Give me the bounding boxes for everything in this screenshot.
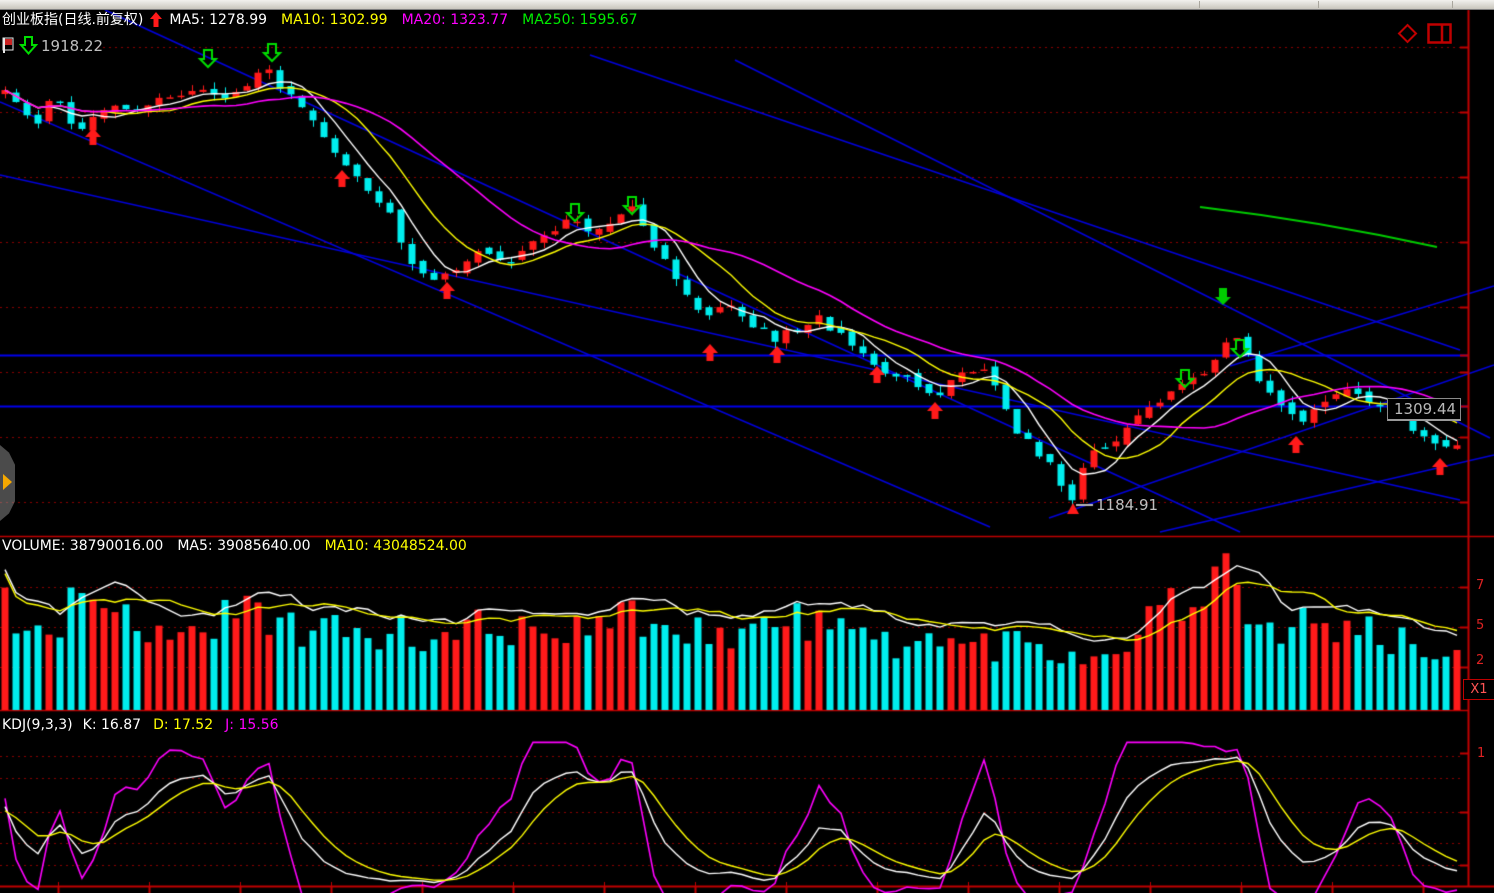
kdj-d-value: 17.52: [173, 717, 214, 733]
ma250-label: MA250:: [522, 12, 576, 28]
volume-value: 38790016.00: [69, 538, 164, 554]
ma20-value: 1323.77: [450, 12, 509, 28]
volume-ma10-value: 43048524.00: [373, 538, 467, 554]
app-title-strip: [0, 0, 1494, 10]
kdj-k-value: 16.87: [101, 717, 142, 733]
sidebar-slide-handle[interactable]: [0, 445, 15, 521]
flag-icon: [2, 37, 14, 53]
symbol-title: 创业板指(日线.前复权): [2, 12, 144, 28]
sell-signal-arrow-icon: [19, 36, 38, 55]
main-pane-header: 创业板指(日线.前复权) MA5: 1278.99 MA10: 1302.99 …: [2, 11, 638, 29]
corner-tools: [1397, 23, 1452, 44]
volume-ma5-label: MA5:: [177, 538, 213, 554]
alert-price-label: 1309.44: [1387, 398, 1462, 421]
indicator-x1-button[interactable]: X1: [1463, 679, 1494, 700]
ma10-label: MA10:: [281, 12, 326, 28]
volume-axis-tick-label: 5: [1476, 618, 1485, 633]
ma5-label: MA5:: [169, 12, 205, 28]
high-level-marker: 1918.22: [2, 36, 103, 55]
kdj-j-label: J:: [225, 717, 234, 733]
diamond-tool-icon[interactable]: [1397, 23, 1418, 44]
trend-up-arrow-icon: [150, 12, 163, 27]
slide-handle-arrow-icon: [3, 474, 12, 490]
kdj-d-label: D:: [153, 717, 169, 733]
high-level-value: 1918.22: [41, 36, 104, 55]
volume-label: VOLUME:: [2, 538, 66, 554]
ma250-value: 1595.67: [579, 12, 638, 28]
kdj-k-label: K:: [82, 717, 97, 733]
volume-pane-header: VOLUME: 38790016.00 MA5: 39085640.00 MA1…: [2, 537, 467, 555]
volume-axis-tick-label: 2: [1476, 653, 1485, 668]
ma20-label: MA20:: [401, 12, 446, 28]
kdj-label: KDJ(9,3,3): [2, 717, 73, 733]
kdj-pane-header: KDJ(9,3,3) K: 16.87 D: 17.52 J: 15.56: [2, 716, 279, 734]
low-level-value: 1184.91: [1096, 496, 1159, 514]
title-strip-seam: [1452, 1, 1453, 8]
volume-ma5-value: 39085640.00: [217, 538, 311, 554]
title-strip-seam: [1199, 1, 1200, 8]
ma5-value: 1278.99: [209, 12, 268, 28]
kdj-j-value: 15.56: [238, 717, 279, 733]
title-strip-seam: [1318, 1, 1319, 8]
window-layout-icon[interactable]: [1427, 23, 1452, 44]
kdj-axis-tick-label: 1: [1477, 746, 1486, 761]
ma10-value: 1302.99: [329, 12, 388, 28]
volume-axis-tick-label: 7: [1476, 578, 1485, 593]
volume-ma10-label: MA10:: [324, 538, 369, 554]
